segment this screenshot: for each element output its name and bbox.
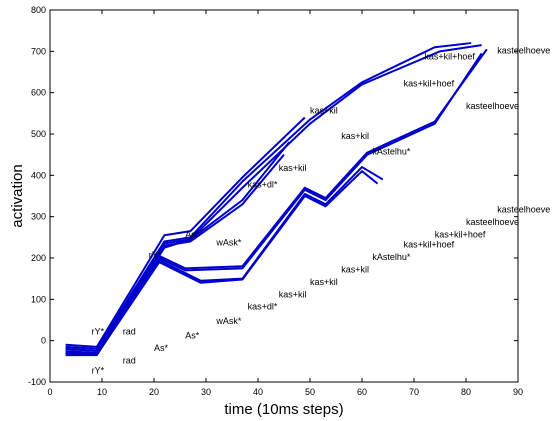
y-axis-title: activation — [9, 164, 26, 227]
x-tick-label: 90 — [513, 387, 523, 397]
series-line-6 — [65, 48, 488, 355]
annotation-label: kAstelhu* — [372, 147, 411, 157]
plot-frame — [49, 9, 519, 383]
annotations-group: kasteelhoevekas+kil+hoefkas+kil+hoefkast… — [92, 45, 551, 375]
y-tick-label: 800 — [31, 5, 46, 15]
x-axis-ticks: 0 10 20 30 40 50 60 70 80 90 — [47, 10, 523, 397]
annotation-label: kasteelhoeve — [466, 217, 519, 227]
annotation-label: kas+kil+hoef — [435, 229, 486, 239]
y-tick-label: 500 — [31, 129, 46, 139]
annotation-label: rad — [123, 355, 136, 365]
annotation-label: rad — [123, 326, 136, 336]
annotation-label: rY* — [149, 250, 162, 260]
annotation-label: kas+dl* — [248, 180, 278, 190]
y-tick-label: 300 — [31, 212, 46, 222]
x-tick-label: 50 — [305, 387, 315, 397]
x-tick-label: 20 — [149, 387, 159, 397]
x-tick-label: 10 — [97, 387, 107, 397]
annotation-label: kas+kil+hoef — [424, 52, 475, 62]
x-tick-label: 60 — [357, 387, 367, 397]
annotation-label: kas+kil — [279, 289, 307, 299]
annotation-label: As* — [154, 343, 169, 353]
x-tick-label: 80 — [461, 387, 471, 397]
x-tick-label: 40 — [253, 387, 263, 397]
y-axis-ticks: -100 0 100 200 300 400 500 600 700 800 — [28, 5, 518, 387]
annotation-label: kas+kil — [310, 277, 338, 287]
annotation-label: rY* — [92, 366, 105, 376]
annotation-label: kas+kil — [341, 264, 369, 274]
series-line-2 — [65, 42, 472, 350]
annotation-label: kas+kil+hoef — [404, 78, 455, 88]
y-tick-label: 700 — [31, 46, 46, 56]
y-tick-label: -100 — [28, 377, 46, 387]
y-tick-label: 100 — [31, 294, 46, 304]
series-line-9 — [65, 170, 379, 356]
y-tick-label: 0 — [41, 336, 46, 346]
series-group — [65, 42, 488, 357]
annotation-label: wAsk* — [215, 238, 242, 248]
x-tick-label: 70 — [409, 387, 419, 397]
annotation-label: kas+dl* — [248, 302, 278, 312]
y-tick-label: 400 — [31, 170, 46, 180]
annotation-label: kas+kil+hoef — [404, 240, 455, 250]
x-tick-label: 0 — [47, 387, 52, 397]
annotation-label: kas+kil — [310, 105, 338, 115]
annotation-label: kas+kil — [341, 131, 369, 141]
annotation-label: As* — [185, 229, 200, 239]
annotation-label: wAsk* — [215, 316, 242, 326]
series-line-3 — [65, 116, 306, 348]
annotation-label: kasteelhoeve — [497, 45, 550, 55]
x-tick-label: 30 — [201, 387, 211, 397]
annotation-label: kasteelhoeve — [466, 101, 519, 111]
annotation-label: kas+kil — [279, 163, 307, 173]
y-tick-label: 200 — [31, 253, 46, 263]
y-tick-label: 600 — [31, 88, 46, 98]
x-axis-title: time (10ms steps) — [224, 401, 343, 418]
annotation-label: kasteelhoeve — [497, 205, 550, 215]
annotation-label: As* — [185, 331, 200, 341]
series-line-5 — [65, 154, 285, 352]
annotation-label: kAstelhu* — [372, 252, 411, 262]
annotation-label: rY* — [92, 326, 105, 336]
